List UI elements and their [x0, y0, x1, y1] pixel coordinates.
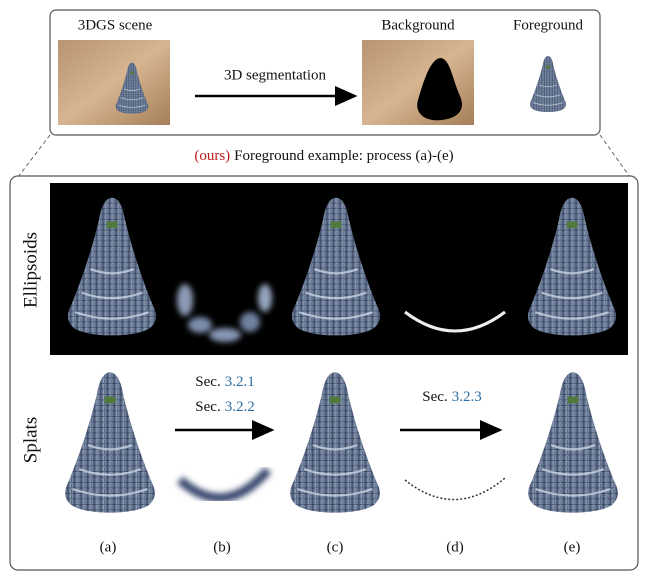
caption-tag: (ours): [194, 148, 230, 164]
step-label: Sec. 3.2.2: [195, 399, 254, 415]
panel-label: (a): [100, 539, 117, 555]
panel-label: Background: [381, 17, 455, 33]
hole: [417, 58, 462, 121]
panel-label: (d): [446, 539, 464, 555]
step-prefix: Sec.: [195, 399, 220, 415]
step-ref: 3.2.1: [225, 374, 255, 390]
scene-image: [58, 40, 170, 125]
step-ref: 3.2.3: [452, 389, 482, 405]
step-label: Sec. 3.2.1: [195, 374, 254, 390]
panel-label: (e): [564, 539, 581, 555]
caption-text: Foreground example: process (a)-(e): [234, 148, 454, 164]
step-label: Sec. 3.2.3: [422, 389, 481, 405]
step-prefix: Sec.: [195, 374, 220, 390]
connector: [17, 134, 51, 178]
connector: [599, 134, 631, 178]
row-label: Ellipsoids: [20, 232, 41, 308]
step-ref: 3.2.2: [225, 399, 255, 415]
splat-render: [404, 477, 506, 501]
row-label: Splats: [20, 417, 41, 463]
caption: (ours) Foreground example: process (a)-(e…: [194, 148, 453, 164]
panel-labels: (a) (b) (c) (d) (e): [100, 539, 581, 555]
step-prefix: Sec.: [422, 389, 447, 405]
splat-render: [177, 467, 272, 503]
ellipsoid-render: [404, 310, 506, 333]
panel-label: (c): [327, 539, 344, 555]
panel-label: (b): [213, 539, 231, 555]
panel-label: 3DGS scene: [78, 17, 153, 33]
ellipsoid-render: [177, 284, 272, 342]
panel-label: Foreground: [513, 17, 583, 33]
arrow-label: 3D segmentation: [224, 67, 327, 83]
